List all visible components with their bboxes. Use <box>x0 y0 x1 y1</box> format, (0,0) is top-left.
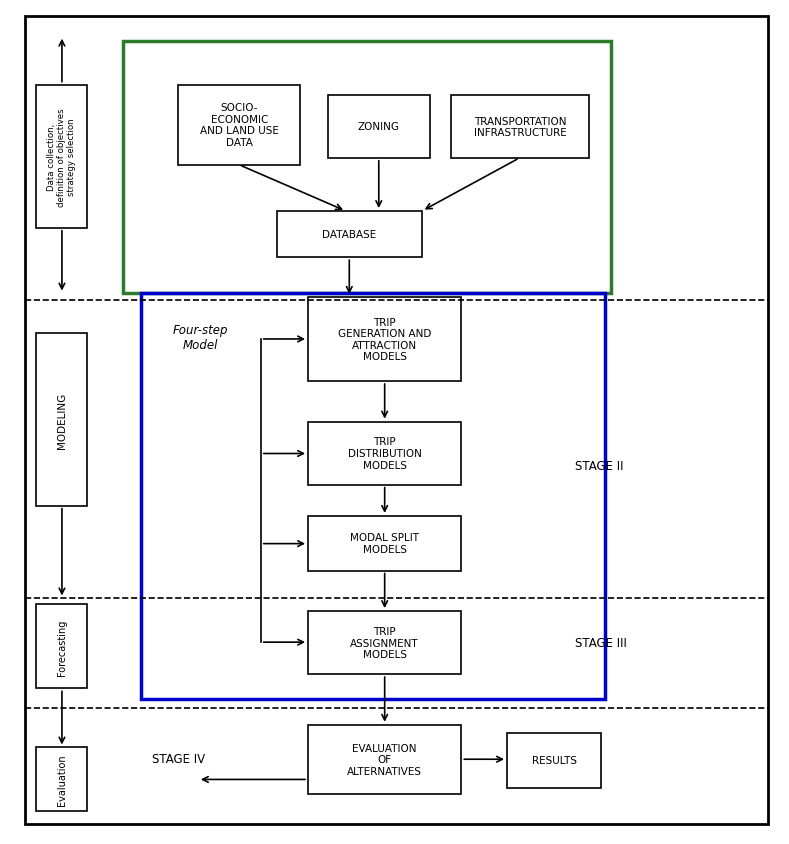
Text: DATABASE: DATABASE <box>322 230 376 240</box>
Text: STAGE IV: STAGE IV <box>152 752 205 765</box>
Text: TRANSPORTATION
INFRASTRUCTURE: TRANSPORTATION INFRASTRUCTURE <box>473 116 567 138</box>
Bar <box>36 748 87 810</box>
Text: SOCIO-
ECONOMIC
AND LAND USE
DATA: SOCIO- ECONOMIC AND LAND USE DATA <box>200 103 279 148</box>
Bar <box>327 95 430 159</box>
Bar <box>308 297 462 381</box>
Bar <box>308 422 462 485</box>
Text: MODAL SPLIT
MODELS: MODAL SPLIT MODELS <box>350 533 419 555</box>
Bar <box>36 333 87 506</box>
Text: Data collection,
definition of objectives
strategy selection: Data collection, definition of objective… <box>47 108 77 206</box>
Text: Forecasting: Forecasting <box>57 619 66 674</box>
Text: Evaluation: Evaluation <box>57 754 66 805</box>
Bar <box>507 733 601 788</box>
Text: TRIP
ASSIGNMENT
MODELS: TRIP ASSIGNMENT MODELS <box>350 626 419 659</box>
Text: EVALUATION
OF
ALTERNATIVES: EVALUATION OF ALTERNATIVES <box>347 743 422 776</box>
Text: TRIP
DISTRIBUTION
MODELS: TRIP DISTRIBUTION MODELS <box>348 437 421 470</box>
Bar <box>141 294 605 700</box>
Bar <box>36 604 87 689</box>
Bar <box>36 85 87 229</box>
Text: RESULTS: RESULTS <box>532 755 577 766</box>
Text: STAGE III: STAGE III <box>575 636 627 649</box>
Text: Four-step
Model: Four-step Model <box>173 324 228 352</box>
Bar <box>178 85 300 165</box>
Bar <box>451 95 589 159</box>
Text: MODELING: MODELING <box>57 392 66 448</box>
Text: ZONING: ZONING <box>357 122 400 133</box>
Bar <box>308 517 462 571</box>
Bar <box>277 212 422 258</box>
Text: STAGE II: STAGE II <box>575 459 624 473</box>
Bar <box>123 41 611 294</box>
Bar <box>308 725 462 794</box>
Text: TRIP
GENERATION AND
ATTRACTION
MODELS: TRIP GENERATION AND ATTRACTION MODELS <box>338 317 432 362</box>
Bar <box>308 611 462 674</box>
